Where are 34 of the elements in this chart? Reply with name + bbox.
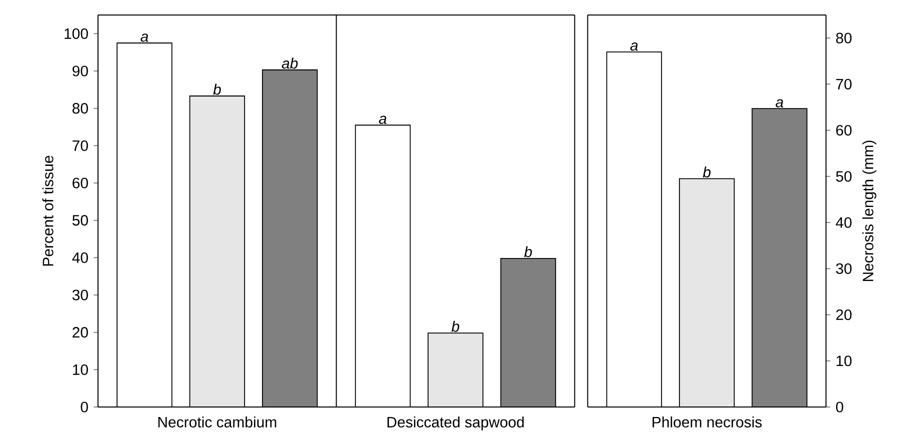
- x-tick-label: Necrotic cambium: [158, 416, 276, 428]
- data-label: a: [140, 34, 148, 42]
- data-label: a: [776, 99, 784, 108]
- y-axis-title: Percent of tissue: [42, 156, 54, 266]
- y2-axis-title: Necrosis length (mm): [862, 140, 876, 282]
- y-tick-label: 20: [72, 327, 88, 338]
- y-tick-label: 70: [72, 140, 88, 151]
- y2-tick-label: 60: [836, 124, 852, 136]
- y-tick-label: 80: [72, 103, 88, 114]
- y2-tick-label: 20: [836, 309, 852, 320]
- y2-tick-label: 40: [836, 217, 852, 228]
- y2-tick-label: 70: [836, 78, 852, 90]
- y-tick-label: 100: [64, 28, 88, 39]
- x-tick-label: Phloem necrosis: [652, 416, 762, 428]
- data-label: ab: [282, 58, 298, 69]
- y-tick-label: 40: [72, 252, 88, 263]
- data-label: b: [702, 166, 711, 178]
- y-tick-label: 10: [73, 364, 88, 375]
- y-tick-label: 60: [72, 178, 88, 188]
- y2-tick-label: 50: [836, 171, 852, 182]
- y2-tick-label: 80: [836, 32, 852, 44]
- y2-tick-label: 30: [836, 263, 852, 274]
- x-tick-label: Desiccated sapwood: [388, 416, 524, 430]
- y2-tick-label: 0: [836, 402, 844, 412]
- y-tick-label: 0: [80, 402, 88, 412]
- data-label: b: [524, 246, 532, 258]
- data-label: b: [452, 320, 460, 332]
- data-label: a: [378, 116, 386, 124]
- data-label: a: [630, 42, 638, 51]
- y2-tick-label: 10: [836, 356, 852, 366]
- y-tick-label: 50: [72, 215, 88, 226]
- data-label: b: [213, 84, 221, 95]
- y-tick-label: 30: [72, 290, 88, 300]
- y-tick-label: 90: [72, 66, 88, 76]
